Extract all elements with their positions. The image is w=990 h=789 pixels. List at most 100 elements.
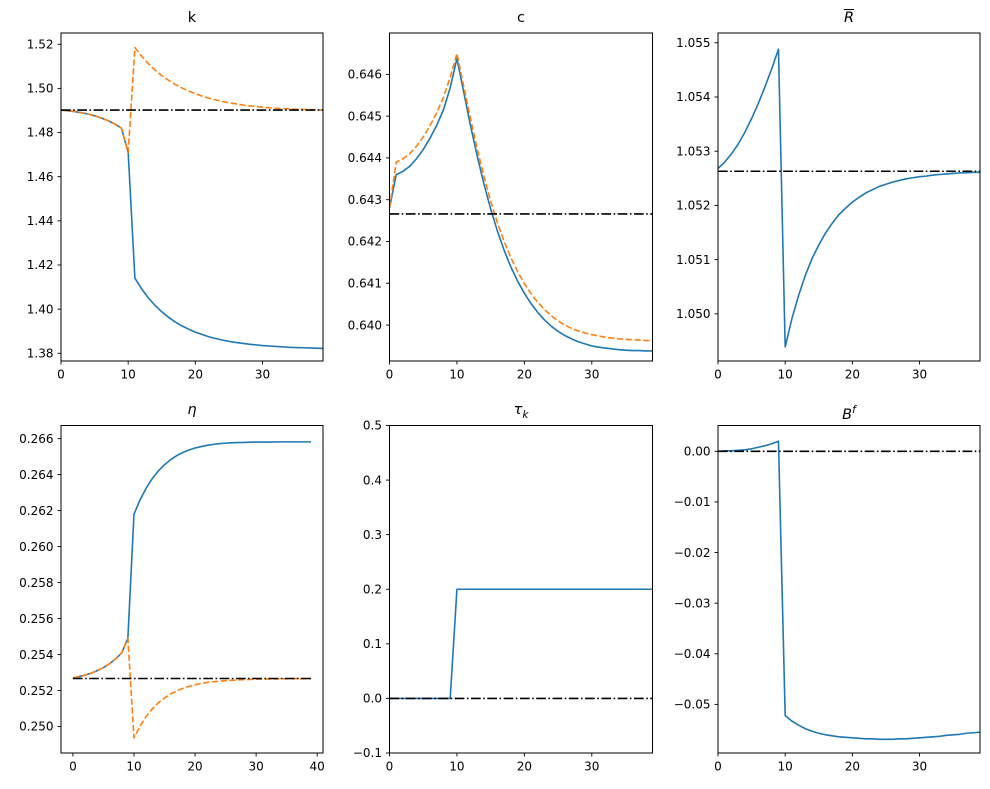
subplot-eta: 0 10 20 30 40 0.250 0.252 0.254 0.256 0.258 0.260 0… (19, 425, 325, 774)
y-tick-label: −0.01 (674, 495, 711, 509)
y-tick-label: 0.642 (348, 235, 382, 249)
series-transition-path (72, 441, 312, 679)
subplot-tauk: 0 10 20 30 −0.1 0.0 0.1 0.2 0.3 0.4 0.5 (353, 419, 653, 774)
x-tick-label: 20 (517, 760, 532, 774)
title-superscript-f: f (852, 404, 856, 416)
x-tick-label: 20 (845, 760, 860, 774)
y-tick-label: 0.5 (363, 419, 382, 433)
x-tick-label: 0 (57, 368, 65, 382)
subplot-rbar: 0 10 20 30 1.050 1.051 1.052 1.053 1.054 1.055 (676, 32, 981, 382)
y-tick-label: 0.264 (19, 468, 53, 482)
x-tick-label: 10 (778, 368, 793, 382)
y-tick-label: 0.643 (348, 193, 382, 207)
y-tick-label: 0.00 (684, 445, 711, 459)
x-tick-label: 10 (121, 368, 136, 382)
y-tick-label: 0.254 (19, 648, 53, 662)
axes-spines (389, 32, 653, 362)
title-text-tauk: τ (513, 402, 523, 418)
y-tick-label: 0.641 (348, 276, 382, 290)
y-tick-label: 0.260 (19, 540, 53, 554)
y-tick-label: 1.42 (27, 258, 54, 272)
x-tick-label: 10 (778, 760, 793, 774)
y-tick-label: 0.252 (19, 684, 53, 698)
title-subscript-k: k (522, 408, 529, 421)
x-tick-label: 40 (310, 760, 325, 774)
subplot-c: 0 10 20 30 0.640 0.641 0.642 0.643 0.644 0.645 0.6… (348, 32, 653, 382)
y-tick-label: 1.50 (27, 82, 54, 96)
y-tick-label: 1.40 (27, 302, 54, 316)
y-tick-label: 1.050 (676, 307, 710, 321)
x-tick-label: 20 (845, 368, 860, 382)
y-tick-label: 0.645 (348, 109, 382, 123)
x-tick-label: 0 (714, 760, 722, 774)
title-text-c: c (517, 10, 525, 26)
y-tick-label: 0.0 (363, 692, 382, 706)
x-tick-label: 0 (69, 760, 77, 774)
x-tick-label: 30 (912, 368, 927, 382)
y-tick-label: 0.646 (348, 68, 382, 82)
subplot-title-k: k (61, 8, 323, 28)
x-tick-label: 0 (386, 368, 394, 382)
y-tick-label: 0.1 (363, 637, 382, 651)
y-tick-label: 0.2 (363, 582, 382, 596)
x-tick-label: 0 (714, 368, 722, 382)
x-tick-label: 20 (517, 368, 532, 382)
y-tick-label: 0.4 (363, 473, 382, 487)
y-tick-label: 1.055 (676, 36, 710, 50)
series-transition-path (718, 440, 980, 741)
x-tick-label: 20 (187, 760, 202, 774)
x-tick-label: 30 (912, 760, 927, 774)
x-tick-label: 20 (188, 368, 203, 382)
series-transition-path (389, 57, 653, 352)
series-transition-path-alt (61, 46, 323, 154)
subplot-title-tauk: τk (389, 400, 653, 425)
y-tick-label: 1.053 (676, 144, 710, 158)
y-tick-label: 0.256 (19, 612, 53, 626)
y-tick-label: 1.52 (27, 37, 54, 51)
y-tick-label: 1.44 (27, 214, 54, 228)
x-tick-label: 0 (386, 760, 394, 774)
y-tick-label: 0.644 (348, 151, 382, 165)
x-tick-label: 10 (449, 760, 464, 774)
series-transition-path (61, 109, 323, 350)
y-tick-label: 0.250 (19, 720, 53, 734)
axes-spines (60, 425, 324, 754)
x-tick-label: 10 (126, 760, 141, 774)
title-text-k: k (187, 10, 197, 26)
y-tick-label: 1.052 (676, 199, 710, 213)
y-tick-label: 0.258 (19, 576, 53, 590)
y-tick-label: −0.1 (353, 746, 382, 760)
y-tick-label: 1.46 (27, 170, 54, 184)
y-tick-label: −0.02 (674, 546, 711, 560)
y-tick-label: 0.262 (19, 504, 53, 518)
y-tick-label: 0.640 (348, 318, 382, 332)
x-tick-label: 30 (248, 760, 263, 774)
subplot-title-eta: η (61, 400, 323, 420)
x-tick-label: 10 (449, 368, 464, 382)
y-tick-label: −0.05 (674, 698, 711, 712)
subplot-title-bf: Bf (718, 400, 980, 425)
y-tick-label: 0.3 (363, 528, 382, 542)
y-tick-label: 0.266 (19, 432, 53, 446)
series-transition-path-alt (72, 637, 312, 739)
y-tick-label: 1.38 (27, 346, 54, 360)
subplot-title-c: c (389, 8, 653, 28)
y-tick-label: 1.48 (27, 126, 54, 140)
axes-spines (389, 425, 653, 754)
x-tick-label: 30 (584, 760, 599, 774)
series-transition-path (389, 588, 653, 700)
axes-spines (717, 32, 981, 362)
series-transition-path (718, 48, 980, 348)
series-transition-path-alt (389, 52, 653, 342)
axes-spines (60, 32, 324, 362)
y-tick-label: 1.054 (676, 90, 710, 104)
x-tick-label: 30 (255, 368, 270, 382)
title-text-eta: η (187, 402, 197, 418)
subplot-bf: 0 10 20 30 −0.05 −0.04 −0.03 −0.02 −0.01 0.00 (674, 425, 981, 774)
subplot-k: 0 10 20 30 1.38 1.40 1.42 1.44 1.46 1.48 1.50 1.52 (27, 32, 324, 382)
title-text-rbar: R (843, 10, 855, 26)
subplot-title-rbar: R (718, 8, 980, 28)
y-tick-label: −0.03 (674, 596, 711, 610)
